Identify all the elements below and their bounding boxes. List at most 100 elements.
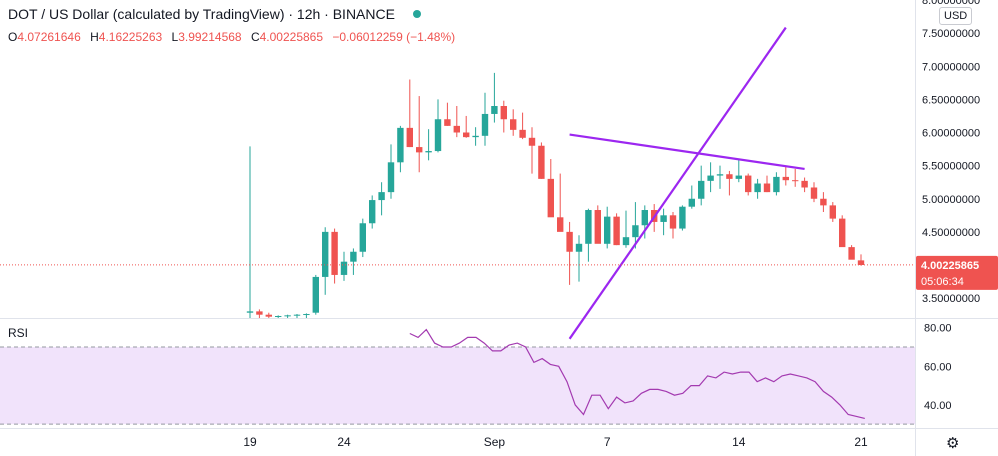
rsi-pane-label: RSI [8,326,29,340]
ohlc-high-key: H [90,30,99,44]
candle-body [472,135,479,138]
candle-body [350,251,357,262]
candle [735,159,742,183]
candle-body [256,311,263,315]
candle-body [613,216,620,246]
candle-body [745,175,752,193]
candle-body [406,127,413,148]
candle-body [820,198,827,206]
candle-body [528,137,536,146]
candle-body [735,175,742,179]
candle-body [491,106,498,114]
candle [463,115,470,138]
candle [322,227,329,295]
candle-body [538,145,545,179]
candle [538,142,545,179]
candle-body [416,147,423,153]
rsi-tick-label: 40.00 [924,400,952,412]
channel-upper-line [569,133,805,171]
price-tick-label: 5.50000000 [922,161,980,173]
candle [397,125,404,173]
candle [491,72,498,123]
price-tick-label: 4.50000000 [922,227,980,239]
candle [726,170,733,196]
candle-body [481,113,489,136]
candle [303,313,310,318]
price-tick-label: 6.00000000 [922,128,980,140]
candle-body [425,151,432,153]
ohlc-low-value: 3.99214568 [178,30,242,44]
candle [359,218,366,258]
candle-body [378,192,385,201]
candle [406,79,413,148]
last-price-tag [916,255,998,290]
last-price-label: 4.00225865 [921,260,979,272]
ohlc-low-key: L [171,30,179,44]
candle [434,99,442,153]
candle [810,182,818,203]
candle [472,127,479,146]
price-tick-label: 3.50000000 [922,293,980,305]
price-tick-label: 7.00000000 [922,61,980,73]
rsi-tick-label: 80.00 [924,323,952,335]
candle [698,165,705,206]
candle-body [698,180,705,199]
candle [256,309,263,318]
candle-body [792,180,799,182]
candle-body [434,119,442,152]
candle-body [763,183,771,193]
candle [557,173,564,232]
candle-body [293,314,301,316]
candle [566,221,573,285]
time-tick-label: 14 [732,435,746,449]
price-tick-label: 7.50000000 [922,28,980,40]
candle-body [669,215,677,229]
candle-body [801,180,808,188]
ohlc-high-value: 4.16225263 [98,30,163,44]
candle [453,106,460,138]
candle [660,208,667,236]
candle [622,210,630,248]
price-tick-label: 8.00000000 [922,0,980,7]
candle [594,205,601,244]
candle [820,192,827,212]
candle-body [829,205,836,219]
candle [604,206,611,249]
price-tick-label: 6.50000000 [922,94,980,106]
candle [444,102,451,126]
candle [528,127,536,174]
candle-body [754,183,761,193]
rsi-line [409,328,865,419]
currency-button[interactable]: USD [939,7,973,25]
candle [669,212,677,239]
candle [782,166,789,186]
candle-body [726,174,733,179]
candle [632,202,639,249]
ohlc-close-value: 4.00225865 [259,30,324,44]
candle [688,185,695,209]
candle-body [369,200,376,224]
candle [425,129,432,161]
candle-body [566,231,573,252]
candle [716,165,724,189]
candle [745,173,752,196]
channel-lower-line [568,26,787,340]
time-tick-label: 24 [337,435,351,449]
candle [839,215,846,248]
candle-body [688,198,695,207]
ohlc-open-value: 4.07261646 [17,30,81,44]
candle-body [585,210,592,244]
candle [575,235,583,282]
candle [293,314,301,318]
candle-body [265,314,272,317]
candle-body [810,187,818,199]
candle-body [632,225,639,238]
rsi-tick-label: 60.00 [924,361,952,373]
settings-gear-icon[interactable]: ⚙ [946,435,960,452]
candle [331,228,338,284]
candle [585,208,592,262]
bar-countdown-label: 05:06:34 [921,276,964,288]
candle-body [453,125,460,133]
candle [387,144,395,199]
